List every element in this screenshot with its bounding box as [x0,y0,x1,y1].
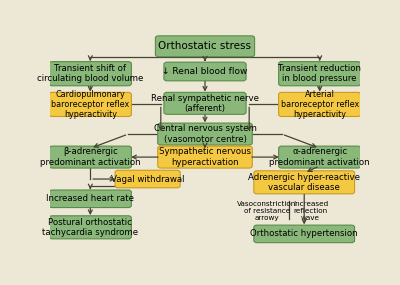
Text: Orthostatic stress: Orthostatic stress [158,41,252,51]
FancyBboxPatch shape [279,62,361,86]
Text: Vasoconstriction
of resistance
arrowy: Vasoconstriction of resistance arrowy [237,201,297,221]
FancyBboxPatch shape [254,171,354,194]
FancyBboxPatch shape [279,92,361,117]
Text: Renal sympathetic nerve
(afferent): Renal sympathetic nerve (afferent) [151,94,259,113]
FancyBboxPatch shape [164,92,246,114]
Text: Sympathetic nervous
hyperactivation: Sympathetic nervous hyperactivation [159,147,251,167]
Text: Increased heart rate: Increased heart rate [46,194,134,203]
Text: Arterial
baroreceptor reflex
hyperactivity: Arterial baroreceptor reflex hyperactivi… [280,89,359,119]
Text: β-adrenergic
predominant activation: β-adrenergic predominant activation [40,147,141,167]
FancyBboxPatch shape [49,92,131,117]
Text: Transient shift of
circulating blood volume: Transient shift of circulating blood vol… [37,64,144,84]
FancyBboxPatch shape [158,146,252,168]
FancyBboxPatch shape [49,146,131,168]
FancyBboxPatch shape [279,146,361,168]
Text: Orthostatic hypertension: Orthostatic hypertension [250,229,358,238]
Text: ↓ Renal blood flow: ↓ Renal blood flow [162,67,248,76]
Text: Transient reduction
in blood pressure: Transient reduction in blood pressure [278,64,361,84]
Text: Cardiopulmonary
baroreceptor reflex
hyperactivity: Cardiopulmonary baroreceptor reflex hype… [51,89,130,119]
Text: Adrenergic hyper-reactive
vascular disease: Adrenergic hyper-reactive vascular disea… [248,173,360,192]
Text: Increased
reflection
wave: Increased reflection wave [293,201,328,221]
FancyBboxPatch shape [155,36,254,57]
Text: Vagal withdrawal: Vagal withdrawal [111,174,184,184]
Text: Postural orthostatic
tachycardia syndrome: Postural orthostatic tachycardia syndrom… [42,218,138,237]
FancyBboxPatch shape [164,62,246,81]
FancyBboxPatch shape [115,170,180,188]
FancyBboxPatch shape [254,225,354,243]
FancyBboxPatch shape [49,62,131,86]
FancyBboxPatch shape [158,123,252,145]
FancyBboxPatch shape [49,190,131,207]
FancyBboxPatch shape [49,216,131,239]
Text: Central nervous system
(vasomotor centre): Central nervous system (vasomotor centre… [154,124,256,144]
Text: α-adrenergic
predominant activation: α-adrenergic predominant activation [269,147,370,167]
